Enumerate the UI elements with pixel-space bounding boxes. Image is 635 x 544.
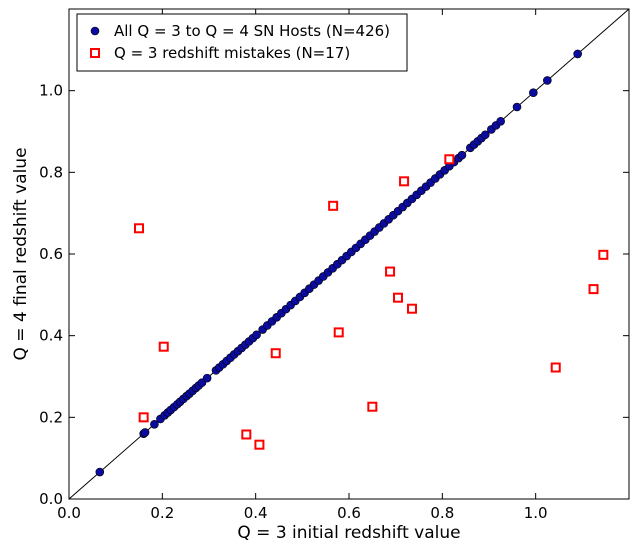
x-tick-label: 0.2 xyxy=(150,504,174,522)
mistake-point xyxy=(588,284,599,295)
host-point xyxy=(252,330,261,340)
mistake-point xyxy=(393,292,403,303)
legend: All Q = 3 to Q = 4 SN Hosts (N=426) Q = … xyxy=(76,13,408,72)
mistake-point xyxy=(138,412,149,423)
host-point xyxy=(480,130,490,140)
host-point xyxy=(140,428,150,437)
mistake-point xyxy=(333,327,344,338)
x-axis-label: Q = 3 initial redshift value xyxy=(237,523,460,543)
mistake-point xyxy=(241,429,252,440)
legend-mistake-marker xyxy=(90,48,100,58)
mistake-point xyxy=(598,249,609,260)
host-point xyxy=(512,102,522,112)
host-point xyxy=(496,116,505,126)
x-tick-label: 0.6 xyxy=(337,504,361,522)
y-tick-label: 0.2 xyxy=(39,408,63,426)
mistake-points-layer xyxy=(134,154,609,450)
host-point xyxy=(573,49,582,59)
axis-ticks-layer: 0.0 0.2 0.4 0.6 0.8 1.0 0.0 0.2 0.4 0.6 0.8 1.0 xyxy=(39,9,629,522)
host-points-layer xyxy=(95,49,582,477)
y-tick-label: 0.8 xyxy=(39,163,63,181)
mistake-point xyxy=(134,223,144,234)
x-tick-label: 0.0 xyxy=(57,504,81,522)
y-tick-label: 0.4 xyxy=(39,327,63,345)
host-point xyxy=(150,419,159,429)
host-point xyxy=(529,88,538,98)
mistake-point xyxy=(399,176,410,187)
host-point xyxy=(543,76,552,85)
y-tick-label: 1.0 xyxy=(39,82,63,100)
y-tick-label: 0.6 xyxy=(39,245,63,263)
y-tick-label: 0.0 xyxy=(39,490,63,508)
x-tick-label: 0.8 xyxy=(430,504,454,522)
mistake-point xyxy=(158,341,169,352)
host-point xyxy=(95,467,105,477)
legend-mistake-label: Q = 3 redshift mistakes (N=17) xyxy=(114,44,350,62)
mistake-point xyxy=(444,154,455,165)
legend-host-label: All Q = 3 to Q = 4 SN Hosts (N=426) xyxy=(114,22,390,40)
x-tick-label: 0.4 xyxy=(244,504,268,522)
mistake-point xyxy=(328,200,339,211)
y-axis-label: Q = 4 final redshift value xyxy=(11,147,31,360)
host-point xyxy=(457,150,467,160)
x-tick-label: 1.0 xyxy=(524,504,548,522)
mistake-point xyxy=(367,401,378,412)
mistake-point xyxy=(270,348,281,359)
host-point xyxy=(202,373,212,383)
mistake-point xyxy=(385,266,396,277)
mistake-point xyxy=(254,439,265,450)
legend-frame xyxy=(76,13,408,72)
mistake-point xyxy=(550,362,561,373)
legend-host-marker xyxy=(90,26,100,36)
mistake-point xyxy=(407,303,417,314)
